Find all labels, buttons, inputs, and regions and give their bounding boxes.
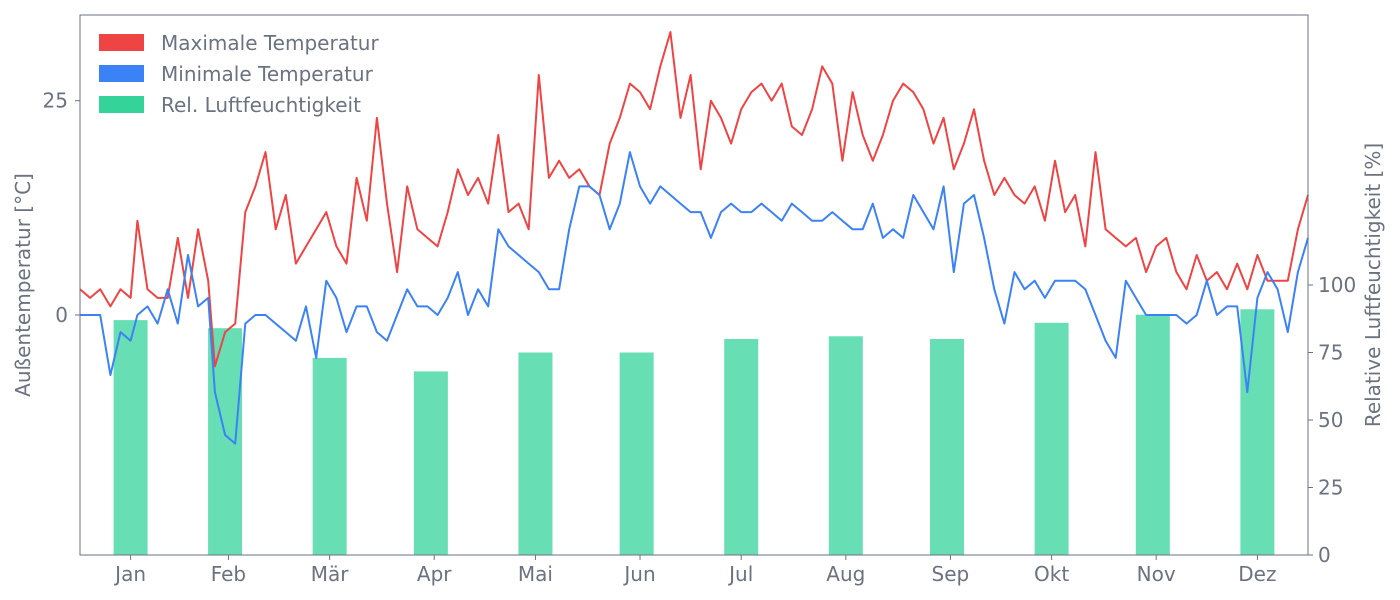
min-temperature-line: [80, 151, 1309, 445]
humidity-bar: [1135, 314, 1170, 555]
legend-label-max: Maximale Temperatur: [161, 31, 379, 55]
legend-swatch-max: [99, 34, 144, 51]
humidity-bar: [930, 339, 965, 555]
legend-swatch-humidity: [99, 96, 144, 113]
humidity-bar: [518, 352, 553, 555]
x-tick-label: Jan: [113, 562, 146, 586]
humidity-bar: [1034, 322, 1069, 555]
y2-tick-label: 75: [1318, 341, 1343, 365]
humidity-bar: [312, 357, 347, 555]
y-axis-label: Außentemperatur [°C]: [11, 173, 35, 397]
legend-label-humidity: Rel. Luftfeuchtigkeit: [161, 93, 361, 117]
x-tick-label: Okt: [1034, 562, 1069, 586]
humidity-bar: [413, 371, 448, 555]
y2-tick-label: 100: [1318, 273, 1356, 297]
legend-label-min: Minimale Temperatur: [161, 62, 374, 86]
y2-tick-label: 50: [1318, 408, 1343, 432]
x-tick-label: Mai: [518, 562, 553, 586]
y-tick-label: 0: [55, 303, 68, 327]
y2-tick-label: 25: [1318, 476, 1343, 500]
y2-tick-label: 0: [1318, 543, 1331, 567]
y-axis-ticks: 0 25: [43, 89, 80, 327]
x-tick-label: Aug: [826, 562, 865, 586]
x-tick-label: Jun: [622, 562, 655, 586]
x-tick-label: Nov: [1137, 562, 1176, 586]
max-temperature-line: [79, 31, 1309, 368]
humidity-bar: [113, 320, 148, 555]
x-tick-label: Apr: [417, 562, 452, 586]
humidity-bar: [724, 339, 759, 555]
temperature-lines: [79, 31, 1309, 445]
humidity-bars: [113, 309, 1275, 555]
x-tick-label: Mär: [311, 562, 350, 586]
legend-swatch-min: [99, 65, 144, 82]
x-tick-label: Dez: [1238, 562, 1276, 586]
x-tick-label: Feb: [211, 562, 246, 586]
y2-axis-ticks: 0 25 50 75 100: [1308, 273, 1356, 567]
x-tick-label: Sep: [932, 562, 970, 586]
x-axis-ticks: Jan Feb Mär Apr Mai Jun Jul Aug Sep Okt Nov Dez: [113, 555, 1276, 586]
y-tick-label: 25: [43, 89, 68, 113]
legend: Maximale Temperatur Minimale Temperatur …: [99, 31, 379, 117]
humidity-bar: [1240, 309, 1275, 555]
humidity-bar: [619, 352, 654, 555]
humidity-bar: [828, 336, 863, 555]
y2-axis-label: Relative Luftfeuchtigkeit [%]: [1361, 143, 1385, 427]
x-tick-label: Jul: [727, 562, 753, 586]
